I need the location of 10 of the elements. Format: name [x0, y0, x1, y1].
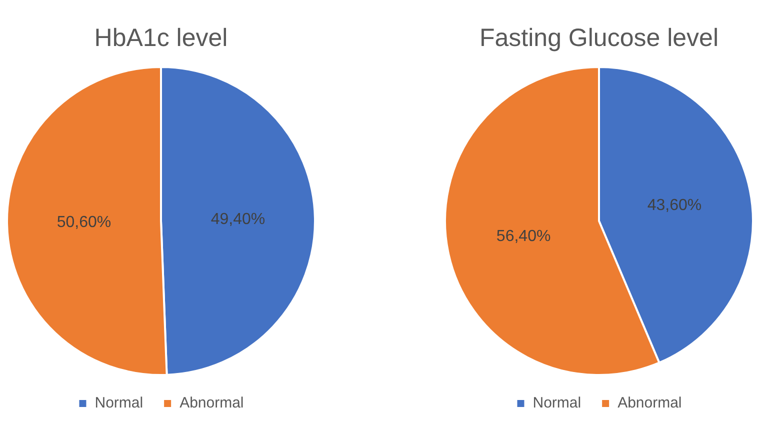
data-label: 43,60%	[647, 197, 702, 214]
data-label: 49,40%	[210, 210, 266, 228]
legend-label: Normal	[532, 394, 582, 412]
data-label: 56,40%	[496, 228, 551, 245]
data-label: 50,60%	[56, 214, 112, 231]
chart-title: HbA1c level	[94, 24, 228, 52]
chart-title: Fasting Glucose level	[479, 24, 719, 52]
legend-label: Abnormal	[180, 394, 244, 412]
legend-label: Normal	[94, 394, 144, 412]
legend-label: Abnormal	[618, 394, 682, 412]
